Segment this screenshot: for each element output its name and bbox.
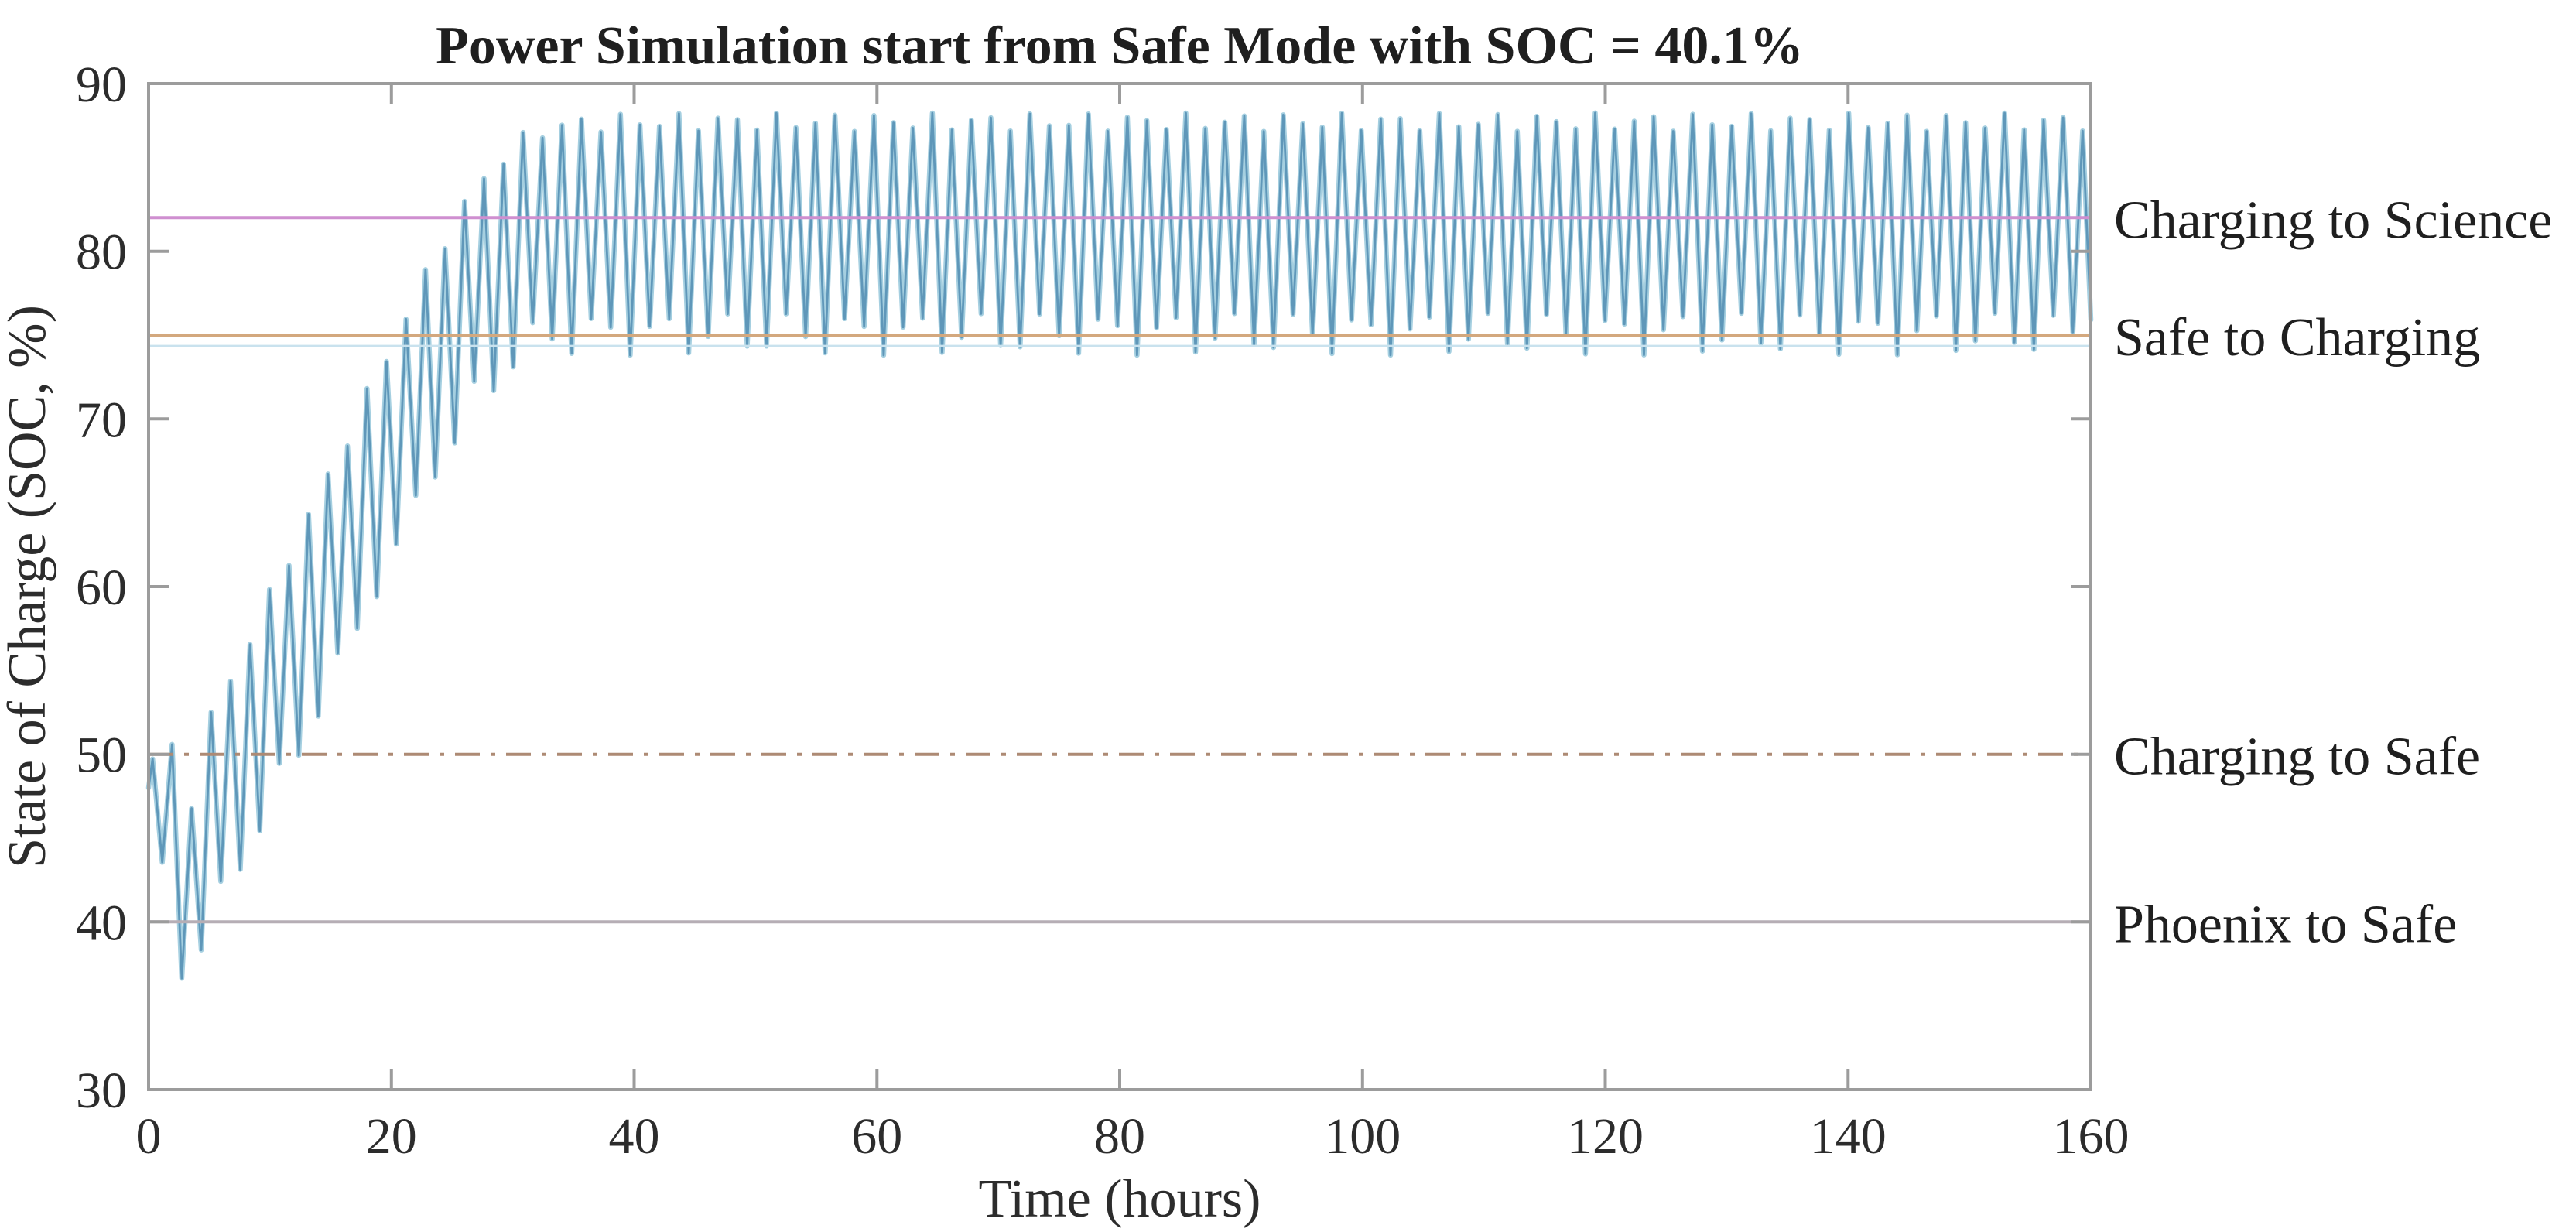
chart-title: Power Simulation start from Safe Mode wi… <box>436 16 1804 76</box>
y-tick-label: 80 <box>76 224 127 281</box>
x-tick-label: 60 <box>851 1108 902 1165</box>
x-tick-label: 40 <box>609 1108 660 1165</box>
x-tick-label: 100 <box>1324 1108 1401 1165</box>
y-tick-label: 70 <box>76 392 127 448</box>
threshold-lines-layer <box>149 216 2091 924</box>
axes-layer <box>147 82 2092 1091</box>
soc-line-outer <box>145 110 2094 981</box>
x-tick-label: 80 <box>1094 1108 1145 1165</box>
threshold-label-charging-to-safe: Charging to Safe <box>2114 727 2480 787</box>
tick-labels-layer: 0 20 40 60 80 100 120 140 160 30 40 50 60 70 80 90 <box>76 56 2130 1165</box>
threshold-label-phoenix-to-safe: Phoenix to Safe <box>2114 895 2457 954</box>
x-tick-label: 20 <box>366 1108 417 1165</box>
soc-line-core <box>147 111 2092 980</box>
y-axis-label: State of Charge (SOC, %) <box>0 305 57 868</box>
y-tick-label: 30 <box>76 1063 127 1119</box>
x-tick-label: 140 <box>1810 1108 1887 1165</box>
y-tick-label: 50 <box>76 727 127 784</box>
x-tick-label: 0 <box>136 1108 162 1165</box>
threshold-labels-layer: Charging to Science Safe to Charging Charg… <box>2114 190 2552 954</box>
threshold-label-charging-to-science: Charging to Science <box>2114 190 2552 250</box>
x-tick-label: 160 <box>2053 1108 2130 1165</box>
y-tick-label: 60 <box>76 560 127 616</box>
soc-series-layer <box>145 110 2094 981</box>
threshold-label-safe-to-charging: Safe to Charging <box>2114 308 2480 368</box>
x-axis-label: Time (hours) <box>979 1169 1261 1229</box>
x-tick-label: 120 <box>1567 1108 1644 1165</box>
y-tick-label: 40 <box>76 895 127 951</box>
y-tick-label: 90 <box>76 56 127 113</box>
